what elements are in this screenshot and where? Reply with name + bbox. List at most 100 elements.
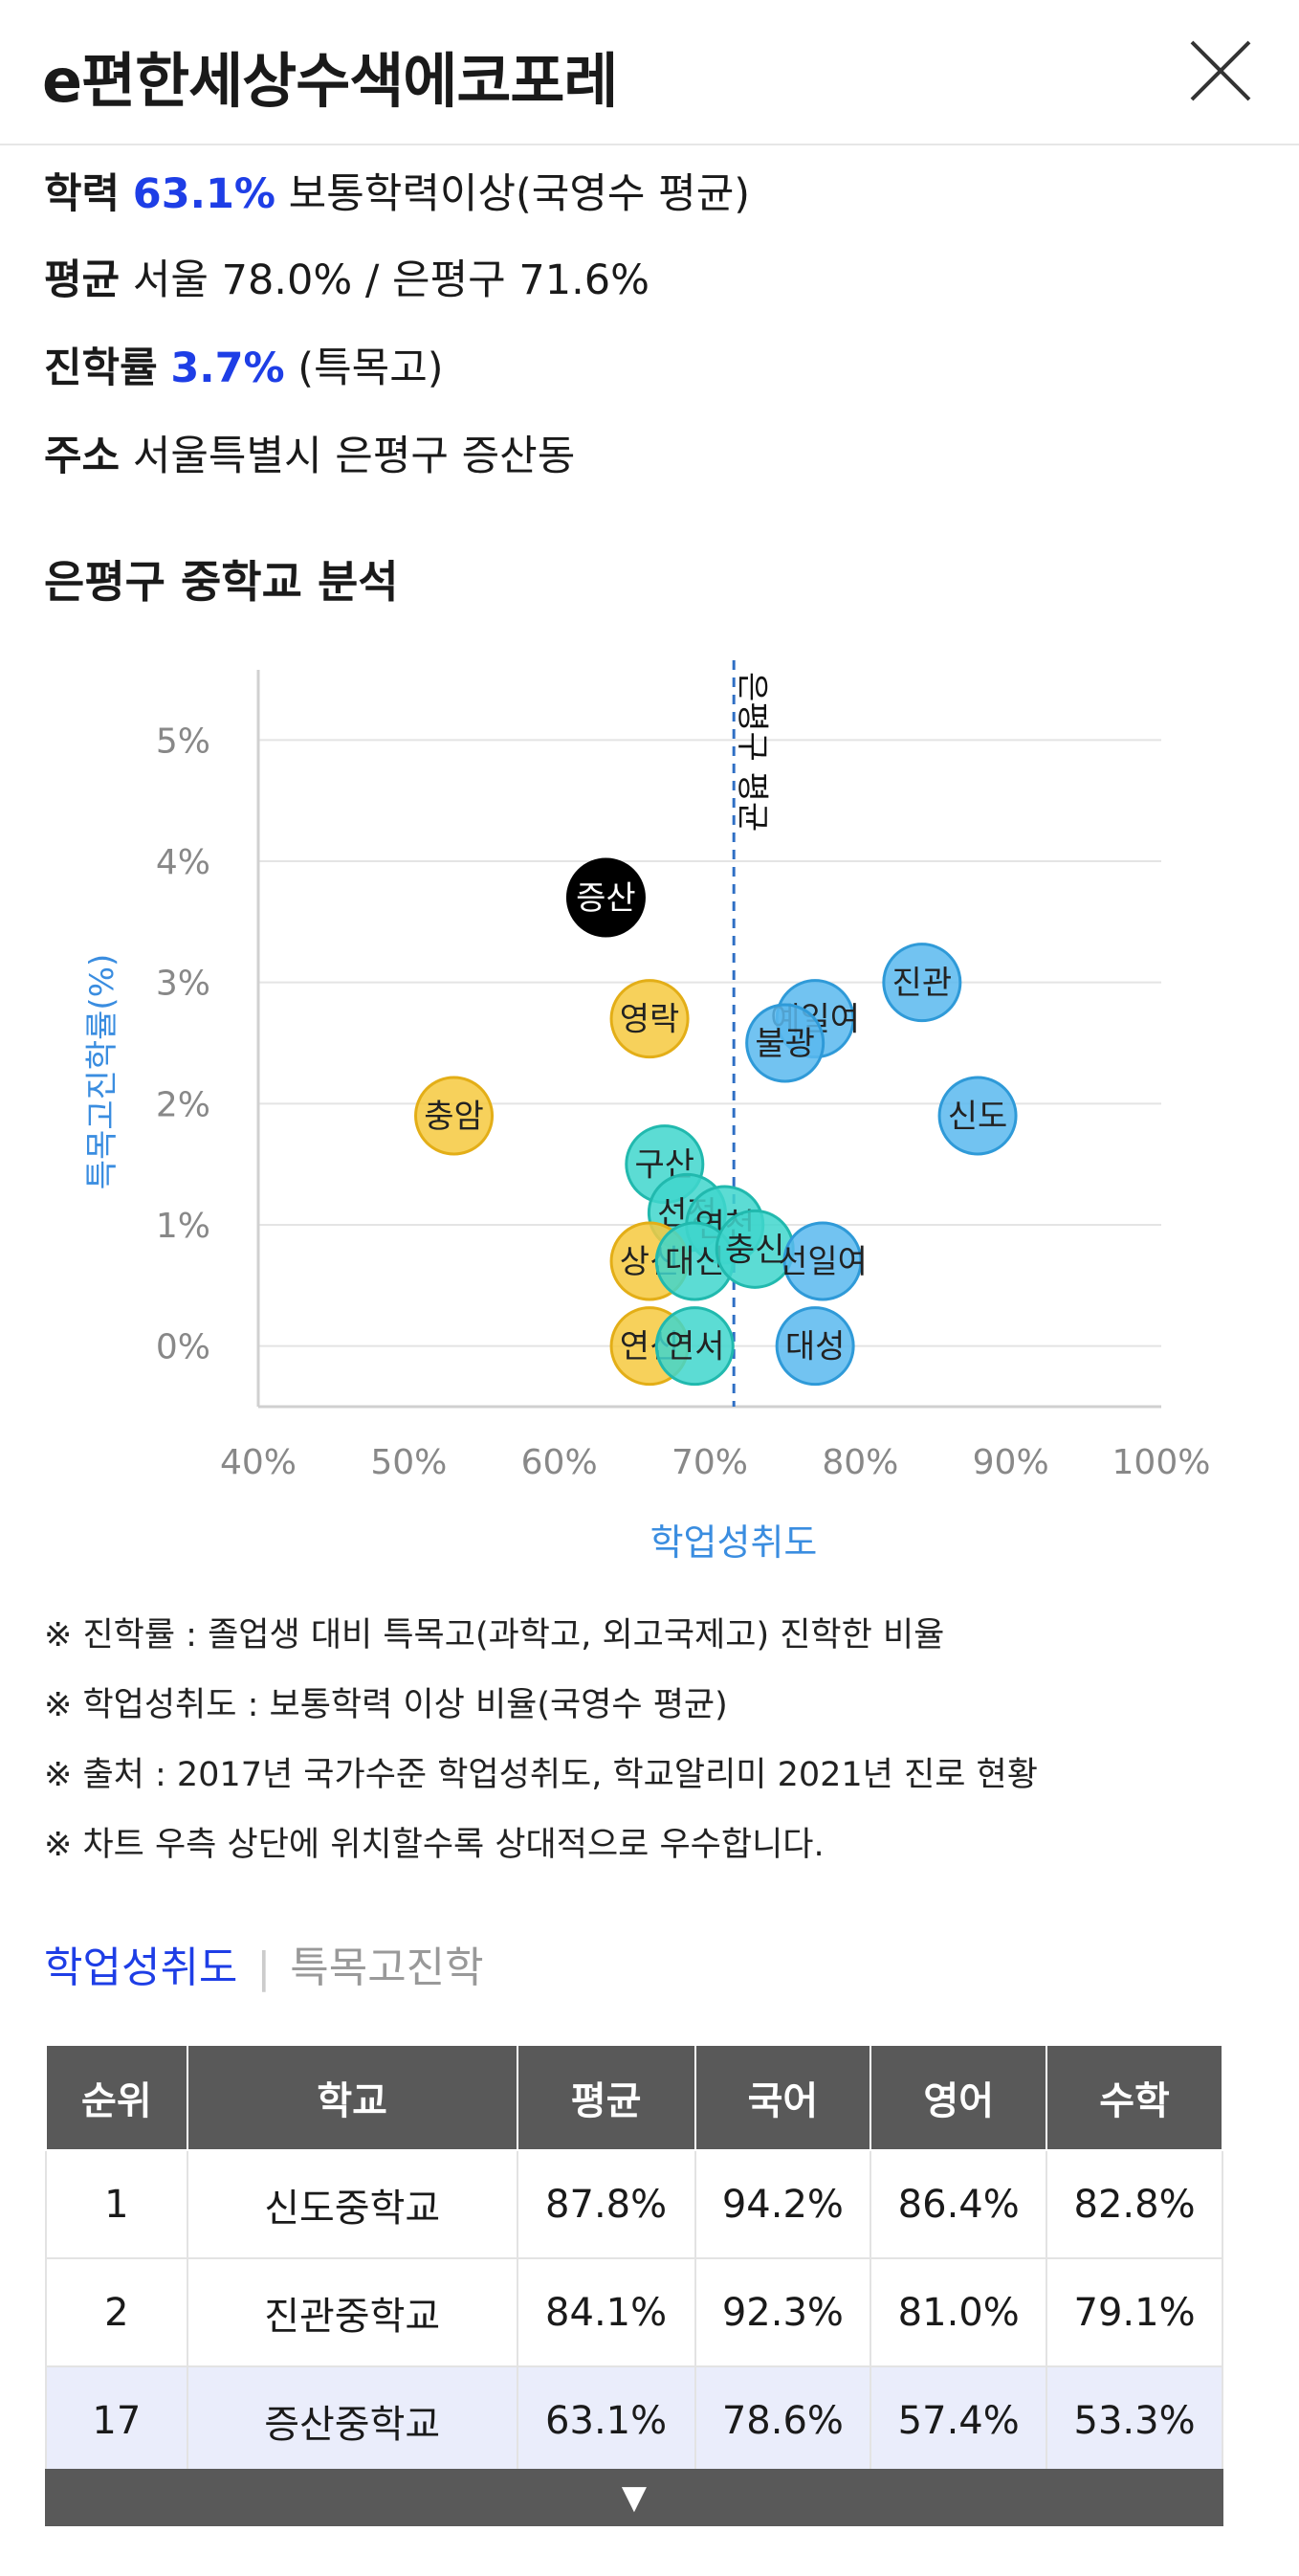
achievement-row: 학력 63.1% 보통학력이상(국영수 평균) (44, 161, 750, 220)
average-cell: 87.8% (516, 2149, 696, 2259)
x-axis-label: 학업성취도 (650, 1521, 818, 1564)
ranking-table: 순위 학교 평균 국어 영어 수학 1 신도중학교 87.8% 94.2% 86… (45, 2046, 1223, 2476)
point-marker (745, 1003, 826, 1083)
point-label: 연서 (665, 1328, 725, 1366)
address-label: 주소 (44, 433, 121, 480)
english-cell: 57.4% (870, 2365, 1048, 2476)
y-tick-label: 1% (156, 1207, 210, 1246)
x-tick-label: 90% (973, 1443, 1049, 1482)
rank-cell: 1 (45, 2149, 188, 2259)
header-school: 학교 (186, 2046, 518, 2151)
data-point: 신도 (937, 1076, 1018, 1156)
tab-separator: | (256, 1943, 272, 1992)
reference-line-label: 은평구 평균 (733, 672, 771, 832)
point-label: 대신 (665, 1243, 725, 1281)
header-average: 평균 (516, 2046, 696, 2151)
notes: ※ 진학률 : 졸업생 대비 특목고(과학고, 외고국제고) 진학한 비율 ※ … (44, 1608, 1038, 1887)
header-korean: 국어 (694, 2046, 872, 2151)
point-label: 증산 (576, 879, 636, 918)
data-point: 충신 (715, 1209, 795, 1289)
data-point: 충암 (414, 1076, 495, 1156)
advancement-row: 진학률 3.7% (특목고) (44, 335, 444, 394)
note-item: ※ 출처 : 2017년 국가수준 학업성취도, 학교알리미 2021년 진로 … (44, 1756, 1038, 1794)
x-tick-label: 100% (1112, 1443, 1211, 1482)
average-row: 평균 서울 78.0% / 은평구 71.6% (44, 247, 650, 306)
data-point: 영락 (609, 979, 690, 1059)
address-value: 서울특별시 은평구 증산동 (132, 433, 576, 480)
tab-bar: 학업성취도 | 특목고진학 (44, 1933, 484, 1994)
point-label: 선일여 (778, 1243, 868, 1281)
school-cell: 신도중학교 (186, 2149, 518, 2259)
point-marker (565, 857, 646, 938)
point-label: 대성 (785, 1328, 846, 1366)
section-title: 은평구 중학교 분석 (44, 556, 399, 608)
achievement-label: 학력 (44, 170, 121, 218)
x-tick-label: 80% (822, 1443, 898, 1482)
average-cell: 84.1% (516, 2257, 696, 2367)
math-cell: 82.8% (1046, 2149, 1223, 2259)
address-row: 주소 서울특별시 은평구 증산동 (44, 423, 575, 482)
note-item: ※ 진학률 : 졸업생 대비 특목고(과학고, 외고국제고) 진학한 비율 (44, 1616, 945, 1654)
table-header-row: 순위 학교 평균 국어 영어 수학 (45, 2046, 1223, 2151)
point-marker (414, 1076, 495, 1156)
school-cell: 진관중학교 (186, 2257, 518, 2367)
tab-advancement[interactable]: 특목고진학 (290, 1943, 484, 1992)
point-marker (654, 1306, 735, 1387)
point-marker (782, 1221, 863, 1301)
english-cell: 86.4% (870, 2149, 1048, 2259)
achievement-note: 보통학력이상(국영수 평균) (288, 170, 751, 218)
x-tick-label: 60% (521, 1443, 598, 1482)
rank-cell: 17 (45, 2365, 188, 2476)
note-item: ※ 차트 우측 상단에 위치할수록 상대적으로 우수합니다. (44, 1826, 825, 1864)
average-value: 서울 78.0% / 은평구 71.6% (132, 256, 650, 304)
achievement-value: 63.1% (132, 170, 275, 218)
point-label: 불광 (755, 1025, 815, 1063)
point-label: 영락 (620, 1001, 680, 1039)
y-axis-label: 특목고진학률(%) (83, 954, 121, 1190)
table-row: 2 진관중학교 84.1% 92.3% 81.0% 79.1% (45, 2257, 1223, 2367)
advancement-note: (특목고) (297, 344, 444, 392)
school-cell: 증산중학교 (186, 2365, 518, 2476)
x-tick-label: 50% (370, 1443, 447, 1482)
data-point: 선일여 (778, 1221, 868, 1301)
table-row: 1 신도중학교 87.8% 94.2% 86.4% 82.8% (45, 2149, 1223, 2259)
header-english: 영어 (870, 2046, 1048, 2151)
table-row-highlighted: 17 증산중학교 63.1% 78.6% 57.4% 53.3% (45, 2365, 1223, 2476)
point-marker (937, 1076, 1018, 1156)
data-point: 진관 (882, 943, 962, 1023)
page-title: e편한세상수색에코포레 (42, 46, 618, 116)
data-point: 증산 (565, 857, 646, 938)
y-tick-label: 3% (156, 965, 210, 1004)
header-math: 수학 (1046, 2046, 1223, 2151)
y-tick-label: 0% (156, 1328, 210, 1367)
point-label: 신도 (948, 1098, 1008, 1136)
point-marker (775, 1306, 855, 1387)
scatter-chart: 0% 1% 2% 3% 4% 5% 40% 50% 60% 70% 80% 90% 100% 학업성취도 특… (83, 660, 1211, 1564)
math-cell: 53.3% (1046, 2365, 1223, 2476)
y-tick-label: 5% (156, 722, 210, 761)
y-tick-label: 2% (156, 1085, 210, 1124)
advancement-value: 3.7% (170, 344, 285, 392)
chevron-down-icon: ▼ (621, 2478, 648, 2517)
english-cell: 81.0% (870, 2257, 1048, 2367)
korean-cell: 78.6% (694, 2365, 872, 2476)
expand-table-button[interactable]: ▼ (45, 2469, 1223, 2526)
korean-cell: 94.2% (694, 2149, 872, 2259)
data-point: 불광 (745, 1003, 826, 1083)
korean-cell: 92.3% (694, 2257, 872, 2367)
y-tick-label: 4% (156, 843, 210, 882)
header: e편한세상수색에코포레 (0, 0, 1299, 145)
math-cell: 79.1% (1046, 2257, 1223, 2367)
point-marker (882, 943, 962, 1023)
x-tick-label: 70% (672, 1443, 748, 1482)
tab-achievement[interactable]: 학업성취도 (44, 1943, 238, 1992)
point-label: 충암 (424, 1098, 484, 1136)
advancement-label: 진학률 (44, 344, 158, 392)
point-marker (609, 979, 690, 1059)
point-label: 충신 (725, 1231, 785, 1269)
rank-cell: 2 (45, 2257, 188, 2367)
close-icon[interactable] (1186, 36, 1255, 105)
data-point: 대성 (775, 1306, 855, 1387)
average-label: 평균 (44, 256, 121, 304)
x-tick-label: 40% (220, 1443, 297, 1482)
